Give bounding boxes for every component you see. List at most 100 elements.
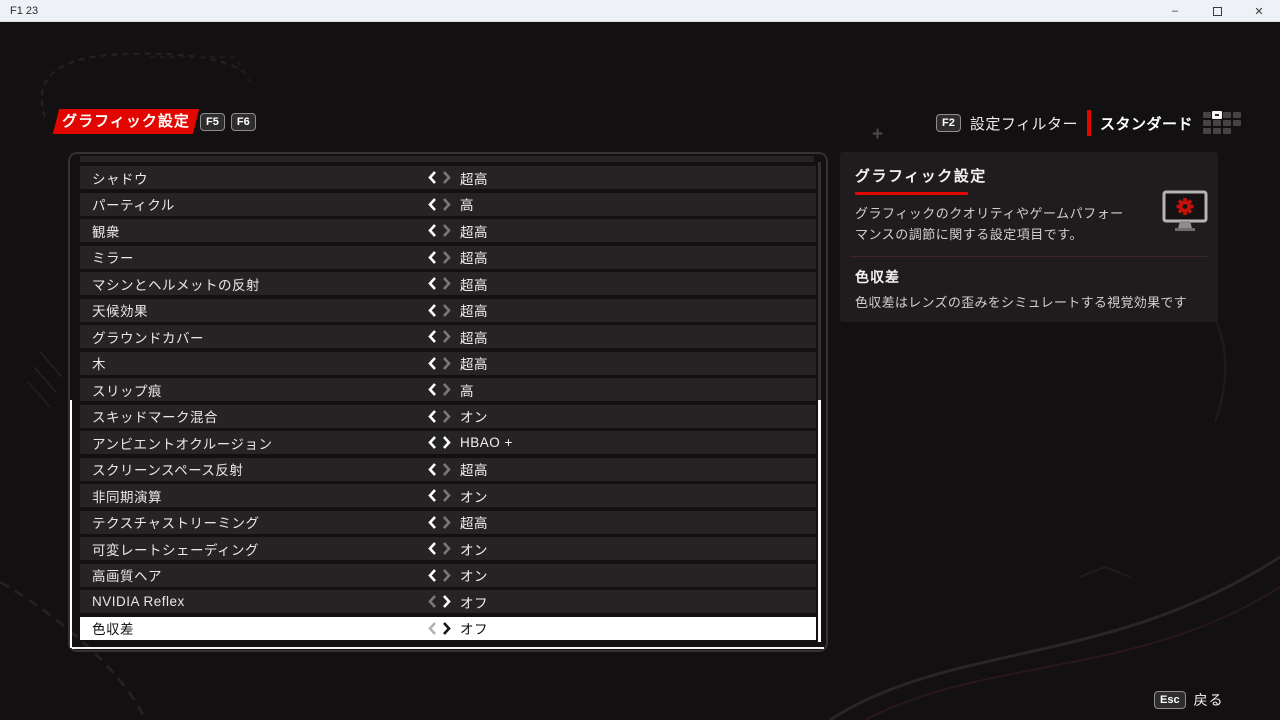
monitor-gear-icon xyxy=(1162,190,1208,239)
setting-label: スクリーンスペース反射 xyxy=(92,463,244,478)
settings-row[interactable]: 木 超高 xyxy=(80,351,816,375)
setting-value-group: 超高 xyxy=(427,299,488,322)
setting-label: 可変レートシェーディング xyxy=(92,542,260,558)
increase-arrow-icon[interactable] xyxy=(441,250,452,265)
decrease-arrow-icon[interactable] xyxy=(427,462,438,477)
decrease-arrow-icon[interactable] xyxy=(427,435,438,450)
crosshair-decoration: + xyxy=(872,124,884,145)
increase-arrow-icon[interactable] xyxy=(441,197,452,212)
settings-row[interactable]: NVIDIA Reflex オフ xyxy=(80,590,816,613)
setting-value-group: オフ xyxy=(427,590,488,613)
decrease-arrow-icon[interactable] xyxy=(427,568,438,583)
os-titlebar: F1 23 – ✕ xyxy=(0,0,1280,22)
maximize-button[interactable] xyxy=(1196,0,1238,22)
setting-value-group: 超高 xyxy=(427,246,488,269)
decrease-arrow-icon[interactable] xyxy=(427,621,438,636)
setting-label: グラウンドカバー xyxy=(92,330,204,346)
increase-arrow-icon[interactable] xyxy=(441,276,452,291)
setting-value-group: 超高 xyxy=(427,352,488,375)
increase-arrow-icon[interactable] xyxy=(441,621,452,636)
settings-row[interactable]: 非同期演算 オン xyxy=(80,484,816,507)
setting-value: 超高 xyxy=(460,277,488,293)
back-label[interactable]: 戻る xyxy=(1193,692,1224,708)
increase-arrow-icon[interactable] xyxy=(441,223,452,238)
increase-arrow-icon[interactable] xyxy=(441,170,452,185)
settings-row[interactable]: パーティクル 高 xyxy=(80,192,816,216)
scroll-indicator-bottom xyxy=(72,647,824,649)
filter-value[interactable]: スタンダード xyxy=(1100,115,1194,133)
filter-label[interactable]: 設定フィルター xyxy=(969,115,1079,133)
increase-arrow-icon[interactable] xyxy=(441,303,452,318)
decrease-arrow-icon[interactable] xyxy=(427,276,438,291)
settings-row[interactable]: アンビエントオクルージョン HBAO + xyxy=(80,431,816,454)
increase-arrow-icon[interactable] xyxy=(441,356,452,371)
increase-arrow-icon[interactable] xyxy=(441,435,452,450)
increase-arrow-icon[interactable] xyxy=(441,462,452,477)
setting-value-group: オン xyxy=(427,405,488,428)
decrease-arrow-icon[interactable] xyxy=(427,250,438,265)
setting-value: HBAO + xyxy=(460,435,513,450)
settings-row[interactable]: 天候効果 超高 xyxy=(80,298,816,322)
decrease-arrow-icon[interactable] xyxy=(427,223,438,238)
setting-value-group: 超高 xyxy=(427,511,488,534)
settings-row[interactable]: テクスチャストリーミング 超高 xyxy=(80,510,816,534)
setting-value: 超高 xyxy=(460,463,488,478)
setting-value-group: オン xyxy=(427,564,488,587)
settings-row[interactable]: 色収差 オフ xyxy=(80,616,816,640)
setting-value-group: オン xyxy=(427,537,488,560)
maximize-icon xyxy=(1212,6,1222,16)
increase-arrow-icon[interactable] xyxy=(441,329,452,344)
settings-row[interactable]: シャドウ 超高 xyxy=(80,166,816,189)
minimize-button[interactable]: – xyxy=(1171,5,1179,17)
increase-arrow-icon[interactable] xyxy=(441,568,452,583)
info-panel-description-line2: マンスの調節に関する設定項目です。 xyxy=(855,227,1083,242)
settings-row[interactable]: 高画質ヘア オン xyxy=(80,563,816,587)
increase-arrow-icon[interactable] xyxy=(441,515,452,530)
settings-row[interactable]: 可変レートシェーディング オン xyxy=(80,537,816,560)
decrease-arrow-icon[interactable] xyxy=(427,409,438,424)
layout-grid-icon[interactable] xyxy=(1202,110,1244,137)
decrease-arrow-icon[interactable] xyxy=(427,356,438,371)
increase-arrow-icon[interactable] xyxy=(441,594,452,609)
setting-label: アンビエントオクルージョン xyxy=(92,436,273,452)
settings-row[interactable]: ミラー 超高 xyxy=(80,245,816,269)
decrease-arrow-icon[interactable] xyxy=(427,170,438,185)
settings-row[interactable]: 観衆 超高 xyxy=(80,219,816,242)
decrease-arrow-icon[interactable] xyxy=(427,488,438,503)
setting-label: 高画質ヘア xyxy=(92,569,162,584)
setting-value-group: 超高 xyxy=(427,219,488,242)
decrease-arrow-icon[interactable] xyxy=(427,541,438,556)
scrolled-row-sliver xyxy=(80,156,814,162)
setting-label: シャドウ xyxy=(92,171,148,187)
setting-value-group: 超高 xyxy=(427,272,488,295)
decrease-arrow-icon[interactable] xyxy=(427,329,438,344)
filter-divider xyxy=(1087,110,1092,136)
decrease-arrow-icon[interactable] xyxy=(427,197,438,212)
settings-row[interactable]: グラウンドカバー 超高 xyxy=(80,325,816,348)
increase-arrow-icon[interactable] xyxy=(441,409,452,424)
setting-label: スキッドマーク混合 xyxy=(92,410,218,425)
close-button[interactable]: ✕ xyxy=(1254,5,1264,18)
decrease-arrow-icon[interactable] xyxy=(427,382,438,397)
decrease-arrow-icon[interactable] xyxy=(427,515,438,530)
settings-row[interactable]: スリップ痕 高 xyxy=(80,378,816,401)
decrease-arrow-icon[interactable] xyxy=(427,594,438,609)
setting-value: オフ xyxy=(460,622,488,637)
settings-filter-bar: F2 設定フィルター スタンダード xyxy=(936,110,1244,136)
increase-arrow-icon[interactable] xyxy=(441,382,452,397)
scrollbar-thumb[interactable] xyxy=(818,400,821,642)
page-header-badge: グラフィック設定 xyxy=(52,109,200,134)
increase-arrow-icon[interactable] xyxy=(441,541,452,556)
setting-value: 超高 xyxy=(460,171,488,187)
info-panel-title: グラフィック設定 xyxy=(855,168,987,185)
setting-label: 色収差 xyxy=(92,622,134,637)
increase-arrow-icon[interactable] xyxy=(441,488,452,503)
settings-row[interactable]: マシンとヘルメットの反射 超高 xyxy=(80,272,816,295)
decrease-arrow-icon[interactable] xyxy=(427,303,438,318)
settings-row[interactable]: スクリーンスペース反射 超高 xyxy=(80,457,816,481)
setting-value-group: HBAO + xyxy=(427,431,513,454)
settings-row[interactable]: スキッドマーク混合 オン xyxy=(80,404,816,428)
setting-label: NVIDIA Reflex xyxy=(92,594,185,609)
setting-value: 高 xyxy=(460,198,474,213)
